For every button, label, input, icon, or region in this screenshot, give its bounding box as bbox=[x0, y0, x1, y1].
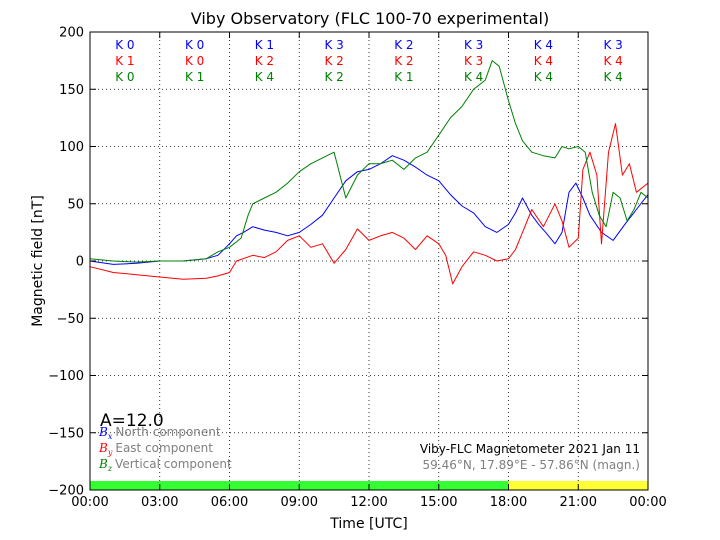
x-tick-label: 12:00 bbox=[350, 495, 387, 510]
legend-label: North component bbox=[115, 425, 221, 439]
legend-subscript: x bbox=[108, 432, 113, 441]
legend-symbol: B bbox=[98, 441, 108, 455]
k-index-north: K 3 bbox=[324, 38, 343, 52]
series-lines bbox=[89, 60, 649, 285]
chart-title: Viby Observatory (FLC 100-70 experimenta… bbox=[191, 9, 550, 28]
k-index-vertical: K 1 bbox=[185, 70, 204, 84]
k-index-table: K 0 K 1 K 0 K 0 K 0 K 1 K 1 K 2 K 4 K 3 K 2 K 2 K 2 K… bbox=[115, 38, 623, 84]
legend-symbol: B bbox=[98, 457, 108, 471]
k-index-vertical: K 0 bbox=[115, 70, 134, 84]
k-index-north: K 4 bbox=[534, 38, 553, 52]
series-line-vertical-component bbox=[89, 60, 649, 263]
k-index-north: K 0 bbox=[185, 38, 204, 52]
k-index-east: K 0 bbox=[185, 54, 204, 68]
legend-label: East component bbox=[115, 441, 213, 455]
x-tick-label: 09:00 bbox=[281, 495, 318, 510]
k-index-east: K 2 bbox=[255, 54, 274, 68]
k-index-east: K 2 bbox=[394, 54, 413, 68]
x-tick-label: 15:00 bbox=[420, 495, 457, 510]
y-tick-label: 0 bbox=[76, 255, 84, 270]
footer-coordinates: 59.46°N, 17.89°E - 57.86°N (magn.) bbox=[423, 458, 640, 472]
k-index-north: K 1 bbox=[255, 38, 274, 52]
k-index-vertical: K 4 bbox=[603, 70, 622, 84]
k-index-east: K 3 bbox=[464, 54, 483, 68]
k-index-east: K 1 bbox=[115, 54, 134, 68]
legend-item: Bz Vertical component bbox=[98, 457, 232, 473]
legend-subscript: z bbox=[107, 464, 113, 473]
series-line-east-component bbox=[89, 123, 649, 285]
y-tick-label: −200 bbox=[48, 484, 84, 499]
k-index-vertical: K 1 bbox=[394, 70, 413, 84]
a-index: A=12.0 bbox=[100, 411, 164, 431]
legend-label: Vertical component bbox=[115, 457, 232, 471]
k-index-north: K 3 bbox=[603, 38, 622, 52]
k-index-vertical: K 2 bbox=[324, 70, 343, 84]
y-tick-label: −100 bbox=[48, 369, 84, 384]
k-index-north: K 2 bbox=[394, 38, 413, 52]
legend-item: By East component bbox=[98, 441, 213, 457]
y-tick-label: 50 bbox=[67, 197, 84, 212]
axis-ticks: 00:00 03:00 06:00 09:00 12:00 15:00 18:00 21:00… bbox=[48, 26, 666, 511]
y-tick-label: −150 bbox=[48, 426, 84, 441]
footer-station: Viby-FLC Magnetometer 2021 Jan 11 bbox=[420, 442, 640, 456]
x-tick-label: 00:00 bbox=[71, 495, 108, 510]
x-tick-label: 21:00 bbox=[560, 495, 597, 510]
x-tick-label: 18:00 bbox=[490, 495, 527, 510]
y-tick-label: 200 bbox=[59, 26, 84, 41]
k-index-north: K 0 bbox=[115, 38, 134, 52]
k-index-north: K 3 bbox=[464, 38, 483, 52]
x-tick-label: 00:00 bbox=[629, 495, 666, 510]
k-index-east: K 4 bbox=[534, 54, 553, 68]
y-tick-label: −50 bbox=[57, 312, 84, 327]
k-index-east: K 2 bbox=[324, 54, 343, 68]
k-index-vertical: K 4 bbox=[464, 70, 483, 84]
legend-item: Bx North component bbox=[98, 425, 221, 441]
legend-subscript: y bbox=[107, 448, 113, 457]
k-index-east: K 4 bbox=[603, 54, 622, 68]
series-line-north-component bbox=[89, 155, 649, 265]
legend-symbol: B bbox=[98, 425, 108, 439]
x-tick-label: 06:00 bbox=[211, 495, 248, 510]
k-index-vertical: K 4 bbox=[534, 70, 553, 84]
y-axis-label: Magnetic field [nT] bbox=[30, 195, 46, 327]
x-axis-label: Time [UTC] bbox=[329, 516, 407, 532]
x-tick-label: 03:00 bbox=[141, 495, 178, 510]
k-index-vertical: K 4 bbox=[255, 70, 274, 84]
y-tick-label: 100 bbox=[59, 140, 84, 155]
y-tick-label: 150 bbox=[59, 83, 84, 98]
